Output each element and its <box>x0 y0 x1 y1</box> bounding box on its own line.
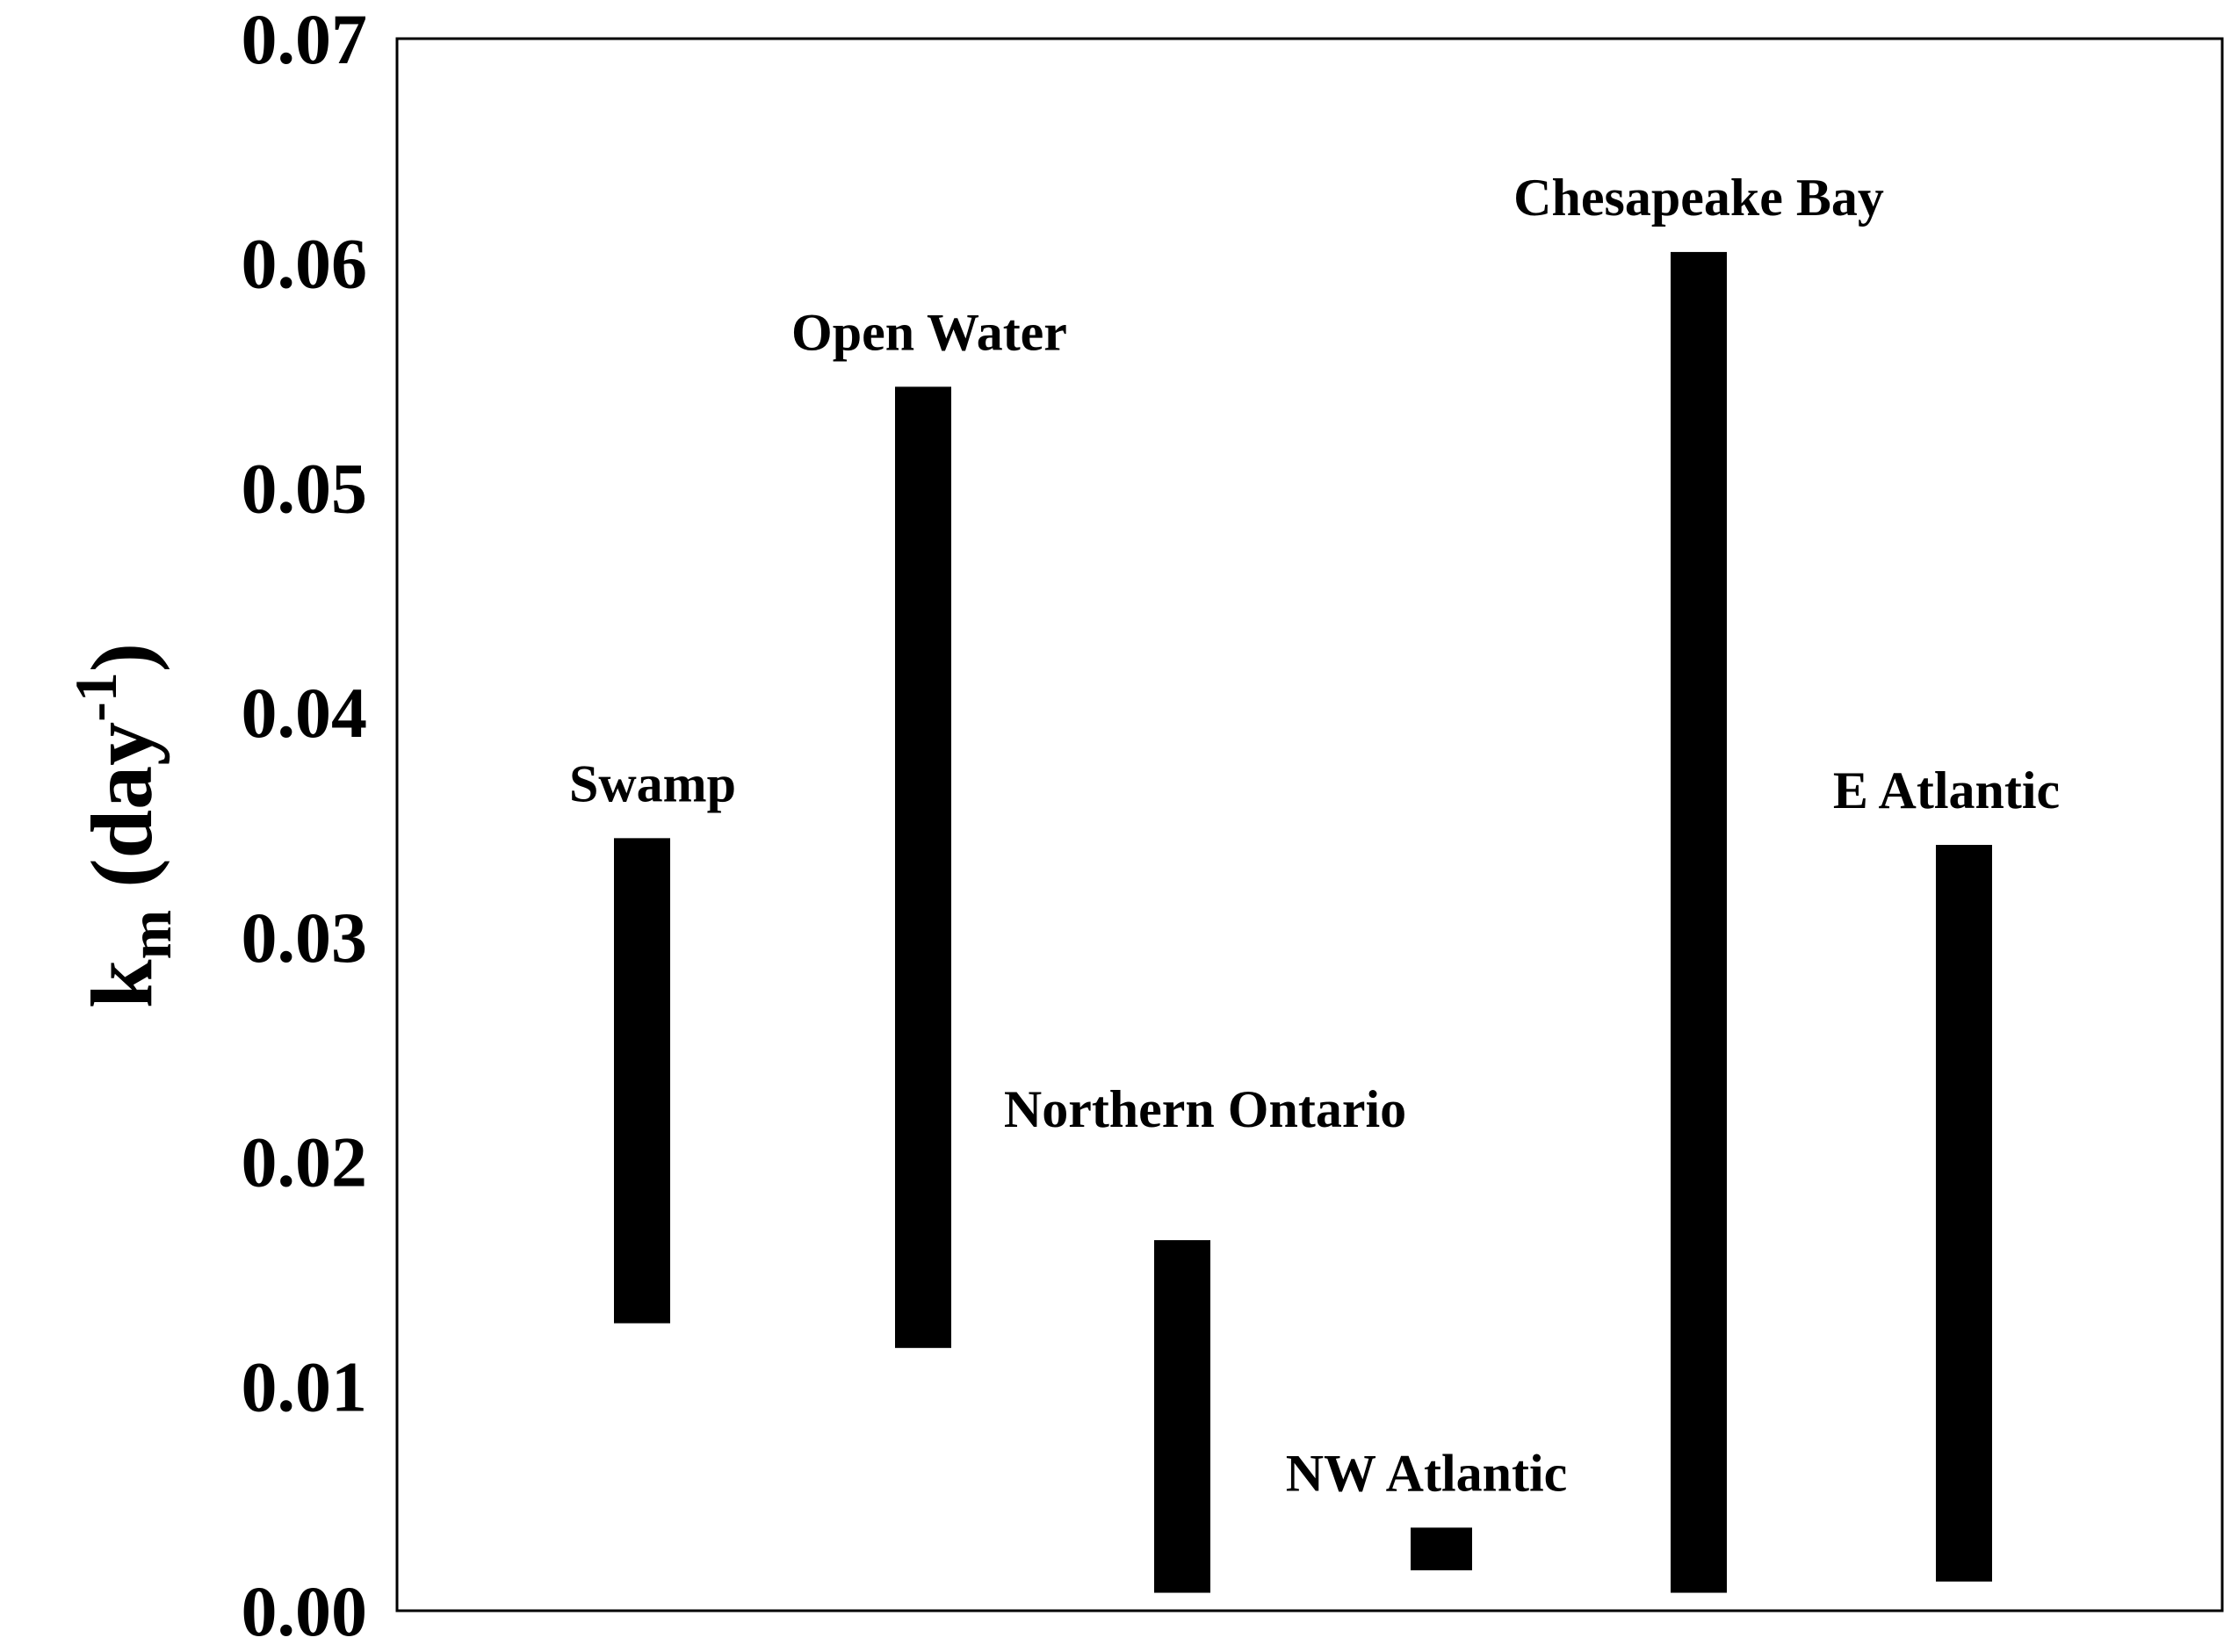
bar-label-e-atlantic: E Atlantic <box>1833 761 2060 819</box>
bar-nw-atlantic <box>1411 1527 1472 1570</box>
y-tick-label: 0.06 <box>242 224 368 304</box>
bar-chesapeake-bay <box>1671 251 1727 1593</box>
y-tick-label: 0.02 <box>242 1122 368 1202</box>
y-axis-title-superscript: -1 <box>62 672 129 722</box>
y-axis-title-unit-close: ) <box>73 643 170 672</box>
bar-label-open-water: Open Water <box>791 303 1067 361</box>
y-tick-label: 0.01 <box>242 1346 368 1426</box>
y-tick-label: 0.03 <box>242 898 368 977</box>
y-axis-title: km (day-1) <box>62 643 184 1008</box>
bar-label-nw-atlantic: NW Atlantic <box>1286 1444 1568 1502</box>
bar-label-northern-ontario: Northern Ontario <box>1004 1080 1406 1138</box>
bar-e-atlantic <box>1936 845 1992 1582</box>
bar-northern-ontario <box>1154 1240 1210 1593</box>
y-tick-label: 0.07 <box>242 0 368 79</box>
y-axis-title-subscript: m <box>117 910 184 960</box>
y-tick-label: 0.04 <box>242 673 368 753</box>
bar-label-chesapeake-bay: Chesapeake Bay <box>1513 169 1884 227</box>
y-axis-ticks: 0.00 0.01 0.02 0.03 0.04 0.05 0.06 0.07 <box>242 0 368 1651</box>
bars <box>614 251 1992 1593</box>
bar-label-swamp: Swamp <box>569 754 736 812</box>
y-tick-label: 0.05 <box>242 448 368 528</box>
y-axis-title-main: k <box>73 959 170 1008</box>
bar-labels: Swamp Open Water Northern Ontario NW Atlant… <box>569 169 2060 1502</box>
plot-frame <box>395 37 2224 1612</box>
y-tick-label: 0.00 <box>242 1571 368 1651</box>
y-axis-title-unit-open: (day <box>73 722 170 910</box>
bar-swamp <box>614 838 670 1324</box>
bar-open-water <box>895 386 951 1348</box>
